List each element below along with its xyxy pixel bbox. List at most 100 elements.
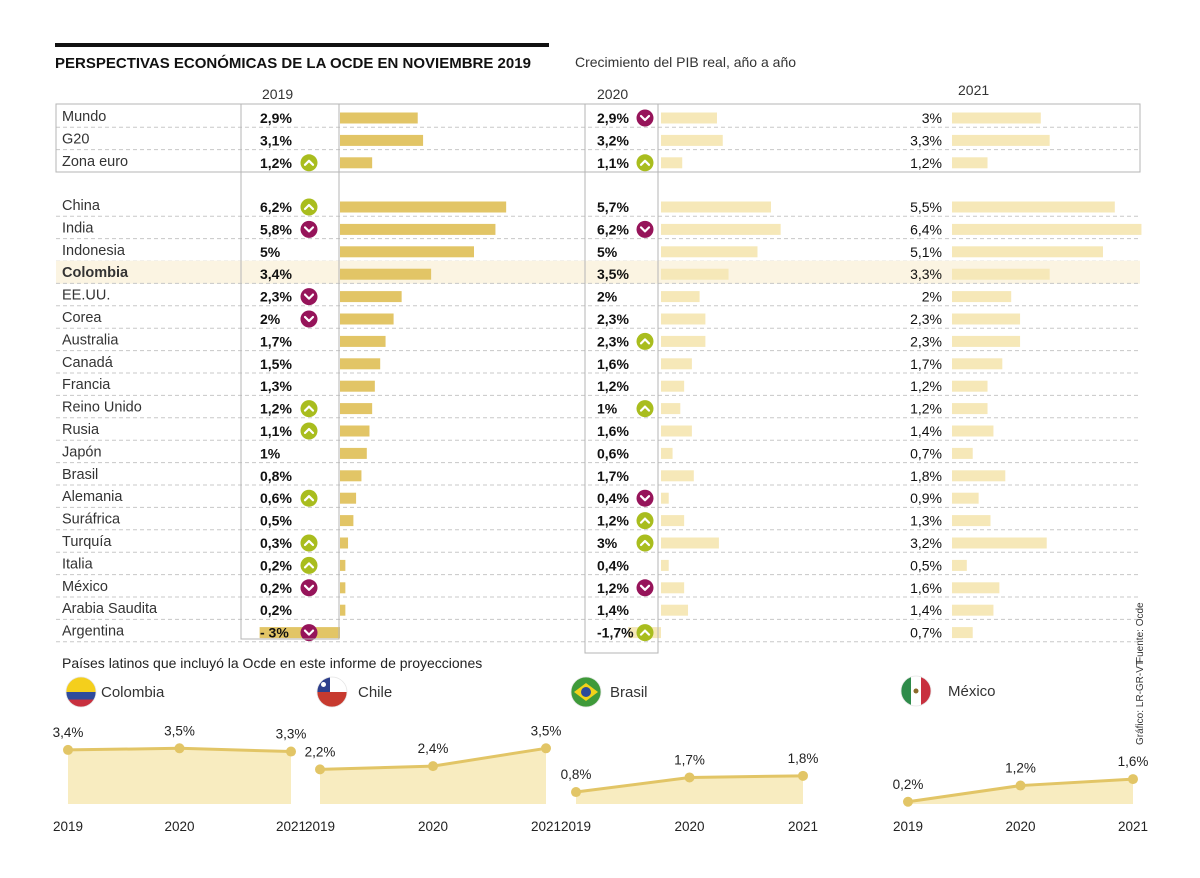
row-label: Australia [62,332,119,348]
value-label-2020: 1,4% [597,602,629,618]
data-point [571,787,581,798]
value-label-2020: 2,3% [597,333,629,349]
value-label-2019: - 3% [260,625,289,641]
trend-up-icon [300,556,318,574]
bar-2020 [661,223,781,235]
value-label-2021: 3,3% [910,132,942,148]
bar-2019 [340,604,346,616]
value-label-2019: 0,2% [260,602,292,618]
bar-2021 [952,134,1050,146]
area-fill [68,748,291,804]
bar-2020 [661,582,685,594]
value-label-2021: 1,2% [910,155,942,171]
x-tick-label: 2019 [893,819,923,834]
bar-2019 [340,112,418,124]
row-china: China 6,2% 5,7% 5,5% [56,198,1140,217]
latin-country-name: Chile [358,684,392,701]
latin-chart-brasil: Brasil 0,8% 2019 1,7% 2020 1,8% 2021 [561,676,819,834]
data-label: 1,2% [1005,761,1036,776]
row-label: G20 [62,131,89,147]
value-label-2020: 1,6% [597,356,629,372]
column-box-2020 [584,103,659,654]
x-tick-label: 2021 [788,819,818,834]
bar-2020 [661,537,719,549]
trend-up-icon [636,400,654,418]
data-point [1128,774,1138,785]
row-label: Brasil [62,467,98,483]
bar-2020 [661,403,681,415]
value-label-2021: 1,2% [910,378,942,394]
bar-2019 [340,515,354,527]
row-label: Turquía [62,534,112,550]
bar-2020 [661,470,694,482]
row-colombia: Colombia 3,4% 3,5% 3,3% [56,260,1140,284]
data-point [315,764,325,775]
value-label-2019: 1% [260,445,281,461]
area-fill [908,779,1133,804]
bar-2021 [952,470,1006,482]
bar-2021 [952,403,988,415]
value-label-2020: 2,3% [597,311,629,327]
value-label-2019: 1,2% [260,401,292,417]
trend-down-icon [636,489,654,507]
bar-2020 [661,112,717,124]
bar-2021 [952,537,1047,549]
value-label-2020: 2,9% [597,110,629,126]
trend-up-icon [636,624,654,642]
latin-country-name: México [948,683,996,700]
bar-2021 [952,358,1003,370]
row-label: Francia [62,377,111,393]
data-label: 1,8% [788,751,819,766]
value-label-2020: 1,7% [597,468,629,484]
value-label-2021: 0,9% [910,490,942,506]
bar-2021 [952,604,994,616]
bar-2019 [340,380,375,392]
bar-2021 [952,335,1021,347]
value-label-2019: 1,2% [260,155,292,171]
trend-up-icon [300,534,318,552]
trend-down-icon [300,310,318,328]
bar-2021 [952,492,979,504]
value-label-2019: 0,3% [260,535,292,551]
value-label-2020: 3% [597,535,618,551]
bar-2020 [661,201,772,213]
trend-up-icon [300,489,318,507]
bar-2020 [661,268,729,280]
bar-2019 [340,582,346,594]
row-label: Suráfrica [62,512,121,528]
row-label: Colombia [62,265,129,281]
value-label-2021: 0,7% [910,625,942,641]
value-label-2021: 6,4% [910,221,942,237]
value-label-2019: 1,5% [260,356,292,372]
latin-chart-mxico: México 0,2% 2019 1,2% 2020 1,6% 2021 [893,675,1148,834]
value-label-2020: 1,1% [597,155,629,171]
latin-chart-colombia: Colombia 3,4% 2019 3,5% 2020 3,3% 2021 [53,676,307,834]
value-label-2019: 2,3% [260,289,292,305]
value-label-2020: 5% [597,244,618,260]
row-label: Mundo [62,109,106,125]
row-label: Italia [62,556,94,572]
bar-2019 [340,268,432,280]
value-label-2021: 2,3% [910,333,942,349]
flag-brasil-icon [570,676,602,708]
data-point [798,770,808,781]
row-australia: Australia 1,7% 2,3% 2,3% [56,332,1140,352]
value-label-2019: 0,6% [260,490,292,506]
row-jap-n: Japón 1% 0,6% 0,7% [56,444,1140,464]
data-point [174,743,185,754]
bar-2020 [661,492,669,504]
value-label-2021: 2% [922,289,942,305]
trend-down-icon [636,220,654,238]
trend-up-icon [636,512,654,530]
bar-2021 [952,268,1050,280]
data-label: 3,5% [164,723,195,738]
value-label-2021: 1,3% [910,513,942,529]
row-reino-unido: Reino Unido 1,2% 1% 1,2% [56,400,1140,419]
value-label-2021: 3,2% [910,535,942,551]
bar-2019 [340,335,386,347]
data-label: 3,3% [276,727,307,742]
year-header-2021: 2021 [958,82,989,98]
flag-chile-icon [316,676,348,708]
chart-subtitle: Crecimiento del PIB real, año a año [575,54,796,70]
bar-2021 [952,201,1115,213]
